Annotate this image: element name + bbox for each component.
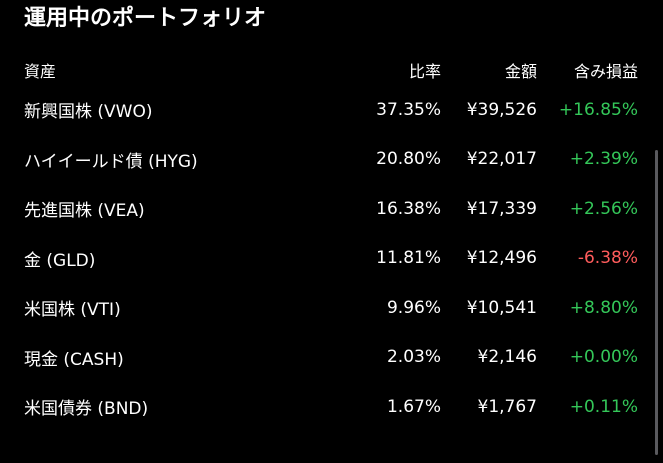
portfolio-table: 資産 比率 金額 含み損益 新興国株 (VWO) 37.35% ¥39,526 … [0, 55, 663, 432]
column-header-gain[interactable]: 含み損益 [573, 62, 638, 81]
asset-name: ハイイールド債 (HYG) [24, 151, 198, 172]
asset-amount: ¥39,526 [466, 99, 537, 120]
asset-amount: ¥17,339 [466, 198, 537, 219]
asset-gain: +16.85% [558, 99, 638, 120]
table-row[interactable]: 米国債券 (BND) 1.67% ¥1,767 +0.11% [0, 382, 663, 432]
table-row[interactable]: 金 (GLD) 11.81% ¥12,496 -6.38% [0, 234, 663, 284]
asset-amount: ¥1,767 [477, 396, 537, 417]
asset-name: 米国債券 (BND) [24, 399, 149, 420]
table-row[interactable]: ハイイールド債 (HYG) 20.80% ¥22,017 +2.39% [0, 135, 663, 185]
asset-name: 金 (GLD) [24, 250, 96, 271]
asset-name: 現金 (CASH) [24, 349, 124, 370]
asset-ratio: 37.35% [376, 99, 441, 120]
table-header: 資産 比率 金額 含み損益 [0, 55, 663, 85]
asset-amount: ¥22,017 [466, 149, 537, 170]
table-row[interactable]: 先進国株 (VEA) 16.38% ¥17,339 +2.56% [0, 184, 663, 234]
asset-ratio: 11.81% [376, 248, 441, 269]
asset-ratio: 9.96% [386, 297, 441, 318]
page-title: 運用中のポートフォリオ [24, 6, 267, 31]
asset-gain: +0.00% [569, 347, 638, 368]
vertical-scrollbar[interactable] [655, 150, 658, 455]
asset-gain: +2.56% [569, 198, 638, 219]
table-row[interactable]: 米国株 (VTI) 9.96% ¥10,541 +8.80% [0, 283, 663, 333]
asset-name: 新興国株 (VWO) [24, 102, 153, 123]
asset-name: 先進国株 (VEA) [24, 201, 145, 222]
asset-ratio: 2.03% [386, 347, 441, 368]
column-header-amount[interactable]: 金額 [504, 62, 537, 81]
table-row[interactable]: 現金 (CASH) 2.03% ¥2,146 +0.00% [0, 333, 663, 383]
asset-ratio: 16.38% [376, 198, 441, 219]
asset-gain: +2.39% [569, 149, 638, 170]
column-header-asset[interactable]: 資産 [24, 62, 57, 81]
asset-amount: ¥2,146 [477, 347, 537, 368]
asset-amount: ¥10,541 [466, 297, 537, 318]
asset-amount: ¥12,496 [466, 248, 537, 269]
asset-ratio: 1.67% [386, 396, 441, 417]
asset-name: 米国株 (VTI) [24, 300, 121, 321]
asset-gain: +8.80% [569, 297, 638, 318]
asset-gain: -6.38% [577, 248, 638, 269]
asset-gain: +0.11% [569, 396, 638, 417]
table-row[interactable]: 新興国株 (VWO) 37.35% ¥39,526 +16.85% [0, 85, 663, 135]
asset-ratio: 20.80% [376, 149, 441, 170]
column-header-ratio[interactable]: 比率 [408, 62, 441, 81]
